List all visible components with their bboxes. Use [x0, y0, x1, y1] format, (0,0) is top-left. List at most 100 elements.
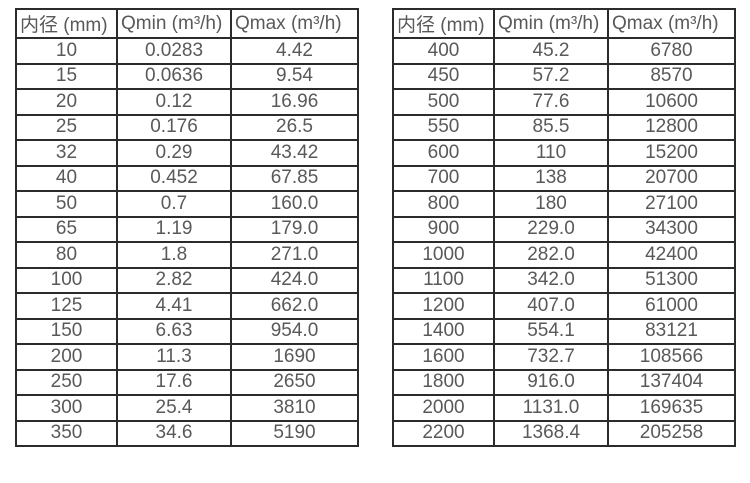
qmax-cell: 169635: [607, 394, 736, 422]
table-row: 800 180 27100: [392, 190, 736, 218]
qmax-cell: 34300: [607, 215, 736, 243]
table-body: 400 45.2 6780 450 57.2 8570 500 77.6 10600 550 85.…: [392, 37, 736, 447]
diameter-cell: 1100: [392, 266, 495, 294]
diameter-cell: 250: [15, 368, 118, 396]
diameter-cell: 100: [15, 266, 118, 294]
diameter-cell: 300: [15, 394, 118, 422]
qmin-cell: 554.1: [493, 317, 609, 345]
table-row: 600 110 15200: [392, 139, 736, 167]
qmax-cell: 16.96: [230, 88, 359, 116]
table-row: 2200 1368.4 205258: [392, 419, 736, 447]
qmin-cell: 407.0: [493, 292, 609, 320]
diameter-column-header: 内径 (mm): [15, 8, 118, 39]
table-row: 1000 282.0 42400: [392, 241, 736, 269]
qmax-cell: 1690: [230, 343, 359, 371]
qmax-cell: 6780: [607, 37, 736, 65]
header-row: 内径 (mm) Qmin (m³/h) Qmax (m³/h): [15, 8, 359, 39]
qmax-cell: 424.0: [230, 266, 359, 294]
qmin-cell: 4.41: [116, 292, 232, 320]
qmin-cell: 229.0: [493, 215, 609, 243]
flow-table-large-diameters: 内径 (mm) Qmin (m³/h) Qmax (m³/h) 400 45.2 6…: [392, 8, 736, 447]
qmin-cell: 732.7: [493, 343, 609, 371]
qmin-cell: 282.0: [493, 241, 609, 269]
qmin-cell: 342.0: [493, 266, 609, 294]
qmin-cell: 0.176: [116, 113, 232, 141]
header-row: 内径 (mm) Qmin (m³/h) Qmax (m³/h): [392, 8, 736, 39]
table-row: 1800 916.0 137404: [392, 368, 736, 396]
qmin-cell: 11.3: [116, 343, 232, 371]
diameter-cell: 550: [392, 113, 495, 141]
qmax-cell: 160.0: [230, 190, 359, 218]
table-body: 10 0.0283 4.42 15 0.0636 9.54 20 0.12 16.96 25 0.1…: [15, 37, 359, 447]
table-row: 65 1.19 179.0: [15, 215, 359, 243]
table-row: 10 0.0283 4.42: [15, 37, 359, 65]
qmin-cell: 17.6: [116, 368, 232, 396]
qmin-cell: 2.82: [116, 266, 232, 294]
qmax-cell: 179.0: [230, 215, 359, 243]
qmin-cell: 1131.0: [493, 394, 609, 422]
qmin-column-header: Qmin (m³/h): [116, 8, 232, 39]
qmax-cell: 2650: [230, 368, 359, 396]
diameter-cell: 32: [15, 139, 118, 167]
qmin-cell: 180: [493, 190, 609, 218]
qmin-cell: 1.19: [116, 215, 232, 243]
diameter-cell: 80: [15, 241, 118, 269]
qmax-cell: 20700: [607, 164, 736, 192]
qmin-cell: 0.29: [116, 139, 232, 167]
table-row: 900 229.0 34300: [392, 215, 736, 243]
page: 内径 (mm) Qmin (m³/h) Qmax (m³/h) 10 0.0283…: [15, 8, 736, 447]
diameter-cell: 1000: [392, 241, 495, 269]
diameter-cell: 1200: [392, 292, 495, 320]
qmin-cell: 6.63: [116, 317, 232, 345]
qmax-cell: 61000: [607, 292, 736, 320]
qmax-cell: 15200: [607, 139, 736, 167]
diameter-cell: 450: [392, 62, 495, 90]
qmax-cell: 8570: [607, 62, 736, 90]
table-row: 125 4.41 662.0: [15, 292, 359, 320]
qmax-cell: 205258: [607, 419, 736, 447]
table-row: 450 57.2 8570: [392, 62, 736, 90]
qmin-cell: 0.7: [116, 190, 232, 218]
qmin-cell: 0.0283: [116, 37, 232, 65]
qmax-cell: 42400: [607, 241, 736, 269]
table-row: 1400 554.1 83121: [392, 317, 736, 345]
table-row: 100 2.82 424.0: [15, 266, 359, 294]
table-row: 1600 732.7 108566: [392, 343, 736, 371]
qmax-cell: 43.42: [230, 139, 359, 167]
qmax-cell: 271.0: [230, 241, 359, 269]
qmax-cell: 83121: [607, 317, 736, 345]
table-row: 20 0.12 16.96: [15, 88, 359, 116]
diameter-cell: 200: [15, 343, 118, 371]
qmax-cell: 67.85: [230, 164, 359, 192]
table-row: 350 34.6 5190: [15, 419, 359, 447]
table-row: 250 17.6 2650: [15, 368, 359, 396]
qmax-cell: 3810: [230, 394, 359, 422]
flow-table-small-diameters: 内径 (mm) Qmin (m³/h) Qmax (m³/h) 10 0.0283…: [15, 8, 359, 447]
qmax-column-header: Qmax (m³/h): [230, 8, 359, 39]
diameter-cell: 1600: [392, 343, 495, 371]
table-row: 550 85.5 12800: [392, 113, 736, 141]
diameter-column-header: 内径 (mm): [392, 8, 495, 39]
table-row: 300 25.4 3810: [15, 394, 359, 422]
diameter-cell: 25: [15, 113, 118, 141]
qmin-cell: 25.4: [116, 394, 232, 422]
diameter-cell: 1800: [392, 368, 495, 396]
qmin-cell: 0.12: [116, 88, 232, 116]
table-row: 500 77.6 10600: [392, 88, 736, 116]
qmax-cell: 12800: [607, 113, 736, 141]
qmax-cell: 10600: [607, 88, 736, 116]
diameter-cell: 350: [15, 419, 118, 447]
qmax-cell: 662.0: [230, 292, 359, 320]
qmax-cell: 954.0: [230, 317, 359, 345]
diameter-cell: 150: [15, 317, 118, 345]
table-row: 32 0.29 43.42: [15, 139, 359, 167]
diameter-cell: 65: [15, 215, 118, 243]
table-row: 15 0.0636 9.54: [15, 62, 359, 90]
diameter-cell: 700: [392, 164, 495, 192]
table-row: 40 0.452 67.85: [15, 164, 359, 192]
qmax-cell: 137404: [607, 368, 736, 396]
qmin-cell: 77.6: [493, 88, 609, 116]
qmax-cell: 51300: [607, 266, 736, 294]
diameter-cell: 10: [15, 37, 118, 65]
table-row: 150 6.63 954.0: [15, 317, 359, 345]
